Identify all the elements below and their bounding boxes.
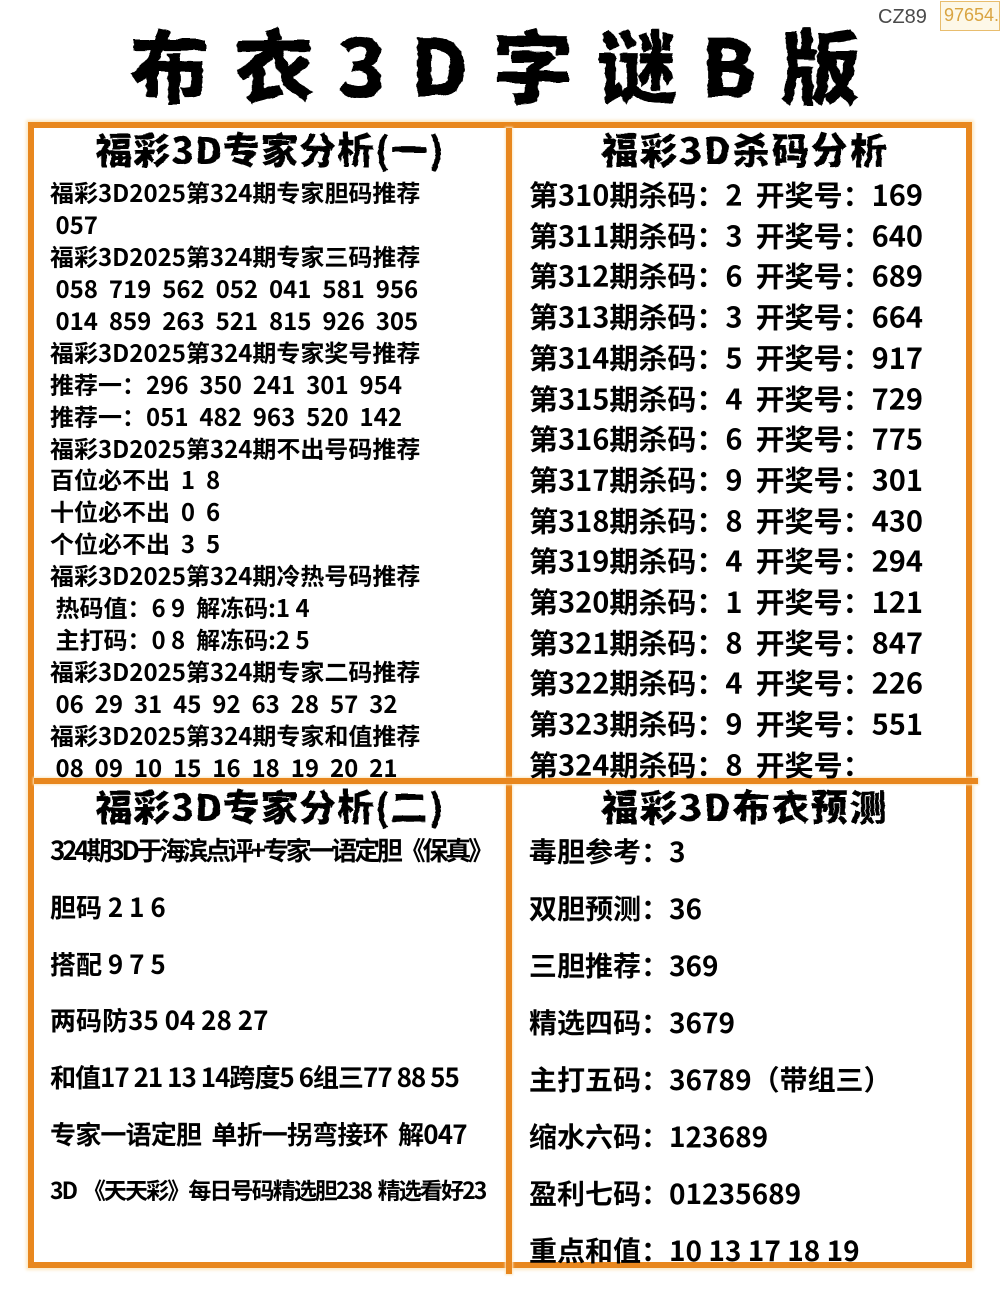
svg-text:福彩3D杀码分析: 福彩3D杀码分析 (601, 130, 889, 175)
svg-text:福彩3D专家分析(一): 福彩3D专家分析(一) (95, 130, 444, 175)
svg-text:福彩3D布衣预测: 福彩3D布衣预测 (601, 787, 889, 832)
svg-text:福彩3D专家分析(二): 福彩3D专家分析(二) (95, 787, 444, 832)
svg-text:布衣3D字谜B版: 布衣3D字谜B版 (130, 5, 885, 121)
